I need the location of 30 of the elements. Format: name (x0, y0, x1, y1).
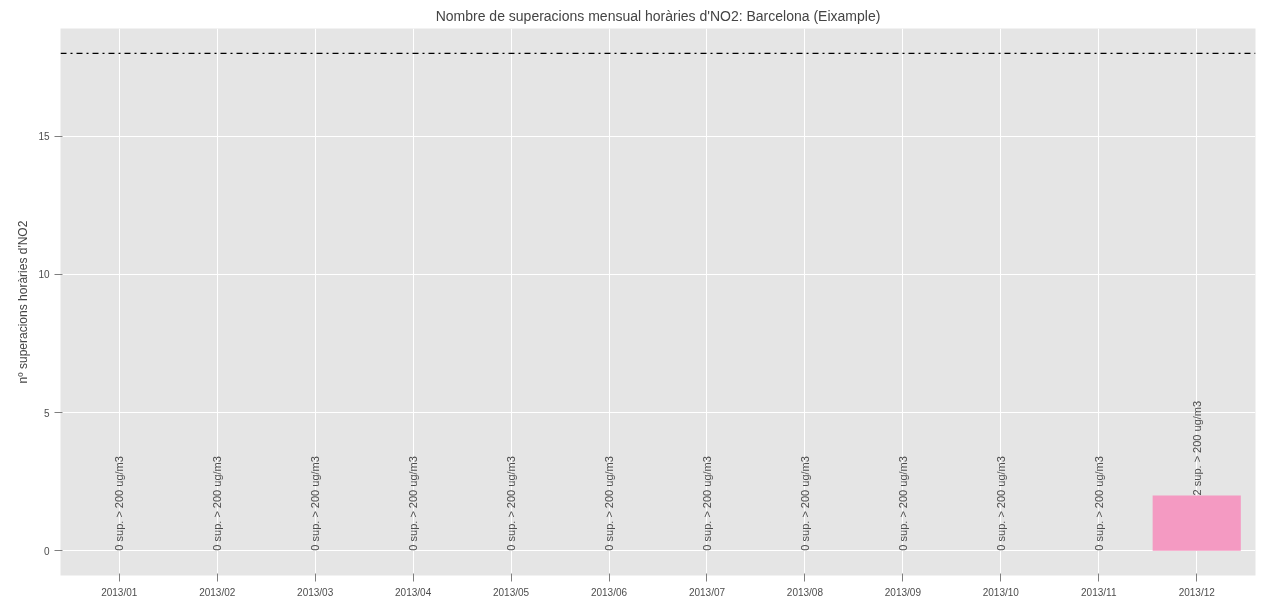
data-label: 0 sup. > 200 ug/m3 (211, 456, 224, 551)
x-tick-label: 2013/08 (786, 586, 824, 598)
data-label: 0 sup. > 200 ug/m3 (700, 456, 713, 551)
data-label: 0 sup. > 200 ug/m3 (896, 456, 909, 551)
data-label: 0 sup. > 200 ug/m3 (994, 456, 1007, 551)
x-tick-label: 2013/12 (1178, 586, 1216, 598)
data-label: 0 sup. > 200 ug/m3 (1092, 456, 1105, 551)
data-label: 0 sup. > 200 ug/m3 (505, 456, 518, 551)
x-tick-label: 2013/10 (982, 586, 1020, 598)
x-tick-label: 2013/02 (199, 586, 236, 598)
data-label: 0 sup. > 200 ug/m3 (309, 456, 322, 551)
data-label: 0 sup. > 200 ug/m3 (798, 456, 811, 551)
data-label: 0 sup. > 200 ug/m3 (113, 456, 126, 551)
x-tick-label: 2013/05 (493, 586, 530, 598)
x-tick-label: 2013/04 (395, 586, 432, 598)
x-tick-label: 2013/09 (884, 586, 922, 598)
x-tick-label: 2013/06 (590, 586, 628, 598)
y-axis-title: nº superacions horàries d'NO2 (16, 220, 31, 384)
data-label: 0 sup. > 200 ug/m3 (407, 456, 420, 551)
data-label: 0 sup. > 200 ug/m3 (603, 456, 616, 551)
y-tick-label: 5 (43, 407, 50, 419)
data-label: 2 sup. > 200 ug/m3 (1190, 400, 1203, 496)
chart-title: Nombre de superacions mensual horàries d'NO2: Barcelona (Eixample) (435, 7, 881, 24)
x-tick-label: 2013/07 (688, 586, 726, 598)
x-tick-label: 2013/11 (1081, 586, 1117, 598)
y-tick-label: 10 (38, 269, 50, 281)
x-tick-label: 2013/01 (101, 586, 138, 598)
y-tick-label: 0 (43, 545, 50, 557)
y-tick-label: 15 (38, 131, 50, 143)
x-tick-label: 2013/03 (297, 586, 334, 598)
